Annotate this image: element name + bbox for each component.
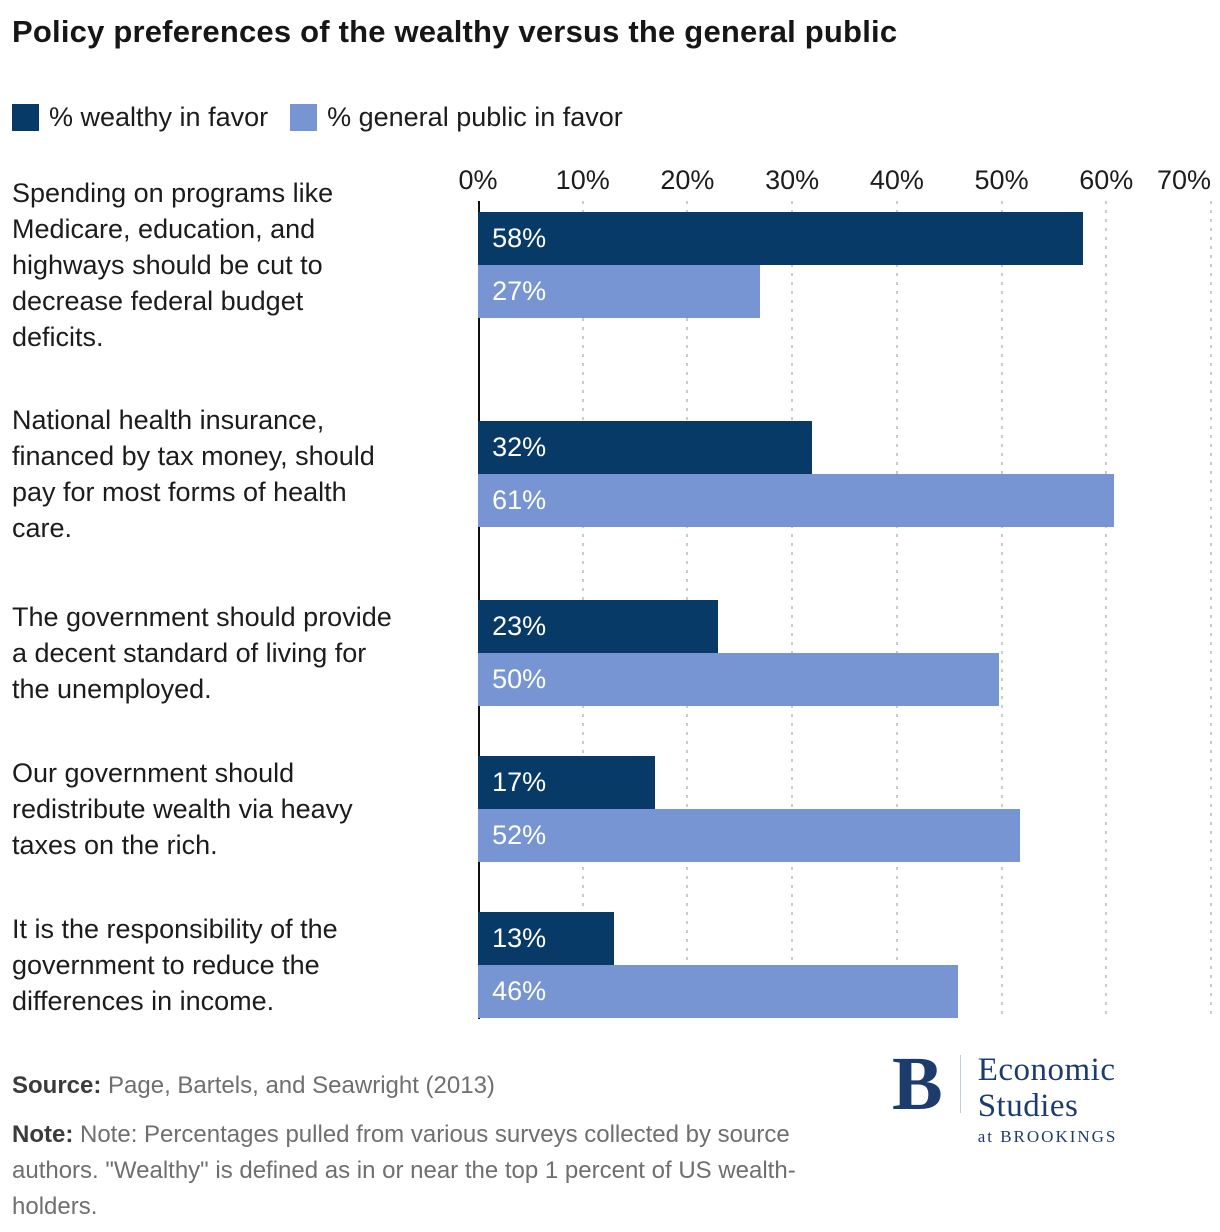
bar-wealthy: 17% bbox=[478, 756, 656, 809]
source-label: Source: bbox=[12, 1072, 102, 1099]
bar-wealthy: 32% bbox=[478, 421, 812, 474]
bar-wealthy: 23% bbox=[478, 600, 718, 653]
brookings-logo: B Economic Studies at BROOKINGS bbox=[892, 1042, 1220, 1147]
bar-group: 17% 52% bbox=[478, 756, 1208, 862]
chart-rows: Spending on programs like Medicare, educ… bbox=[12, 175, 1208, 1019]
category-label: National health insurance, financed by t… bbox=[12, 405, 375, 543]
bar-public: 27% bbox=[478, 265, 760, 318]
legend-label-wealthy: % wealthy in favor bbox=[49, 102, 269, 132]
chart-row: National health insurance, financed by t… bbox=[12, 402, 1208, 546]
x-tick-40: 40% bbox=[869, 165, 924, 195]
chart-row: It is the responsibility of the governme… bbox=[12, 911, 1208, 1019]
legend-swatch-wealthy bbox=[12, 104, 39, 131]
legend-swatch-public bbox=[290, 104, 318, 131]
legend-label-public: % general public in favor bbox=[327, 102, 623, 132]
x-axis-ticks: 0% 10% 20% 30% 40% 50% 60% 70% bbox=[458, 165, 1211, 201]
chart-row: Our government should redistribute wealt… bbox=[12, 755, 1208, 863]
legend: % wealthy in favor % general public in f… bbox=[12, 102, 1208, 133]
x-tick-70: 70% bbox=[1156, 165, 1211, 195]
x-tick-0: 0% bbox=[458, 165, 498, 195]
bar-public: 52% bbox=[478, 809, 1021, 862]
page-title: Policy preferences of the wealthy versus… bbox=[12, 14, 898, 49]
bar-wealthy: 13% bbox=[478, 912, 614, 965]
bar-group: 23% 50% bbox=[478, 600, 1208, 706]
source-text: Page, Bartels, and Seawright (2013) bbox=[108, 1072, 495, 1099]
x-tick-10: 10% bbox=[555, 165, 610, 195]
bar-group: 58% 27% bbox=[478, 212, 1208, 318]
category-label: It is the responsibility of the governme… bbox=[12, 914, 338, 1016]
x-tick-20: 20% bbox=[660, 165, 715, 195]
category-label: The government should provide a decent s… bbox=[12, 602, 392, 704]
legend-item-public: % general public in favor bbox=[290, 102, 623, 133]
bar-group: 13% 46% bbox=[478, 912, 1208, 1018]
note-label: Note: bbox=[12, 1121, 74, 1148]
logo-text-block: Economic Studies at BROOKINGS bbox=[978, 1052, 1220, 1147]
chart-row: Spending on programs like Medicare, educ… bbox=[12, 175, 1208, 355]
x-tick-30: 30% bbox=[765, 165, 820, 195]
note-line: Note: Note: Percentages pulled from vari… bbox=[12, 1117, 802, 1225]
bar-public: 61% bbox=[478, 474, 1115, 527]
bar-group: 32% 61% bbox=[478, 421, 1208, 527]
bar-public: 50% bbox=[478, 653, 1000, 706]
logo-at-brookings: at BROOKINGS bbox=[977, 1127, 1118, 1146]
legend-item-wealthy: % wealthy in favor bbox=[12, 102, 268, 133]
category-label: Our government should redistribute wealt… bbox=[12, 758, 353, 860]
bar-public: 46% bbox=[478, 965, 958, 1018]
chart-row: The government should provide a decent s… bbox=[12, 599, 1208, 707]
gridline-70 bbox=[1210, 201, 1212, 1019]
logo-economic-studies: Economic Studies bbox=[977, 1052, 1116, 1124]
x-tick-60: 60% bbox=[1079, 165, 1134, 195]
note-text: Note: Percentages pulled from various su… bbox=[12, 1121, 796, 1220]
source-line: Source: Page, Bartels, and Seawright (20… bbox=[12, 1071, 1208, 1101]
category-label: Spending on programs like Medicare, educ… bbox=[12, 178, 334, 352]
brookings-b-mark: B bbox=[892, 1042, 943, 1126]
bar-chart: 0% 10% 20% 30% 40% 50% 60% 70% Spending on prog… bbox=[12, 165, 1212, 1019]
x-tick-50: 50% bbox=[974, 165, 1029, 195]
logo-divider bbox=[959, 1055, 961, 1113]
bar-wealthy: 58% bbox=[478, 212, 1083, 265]
